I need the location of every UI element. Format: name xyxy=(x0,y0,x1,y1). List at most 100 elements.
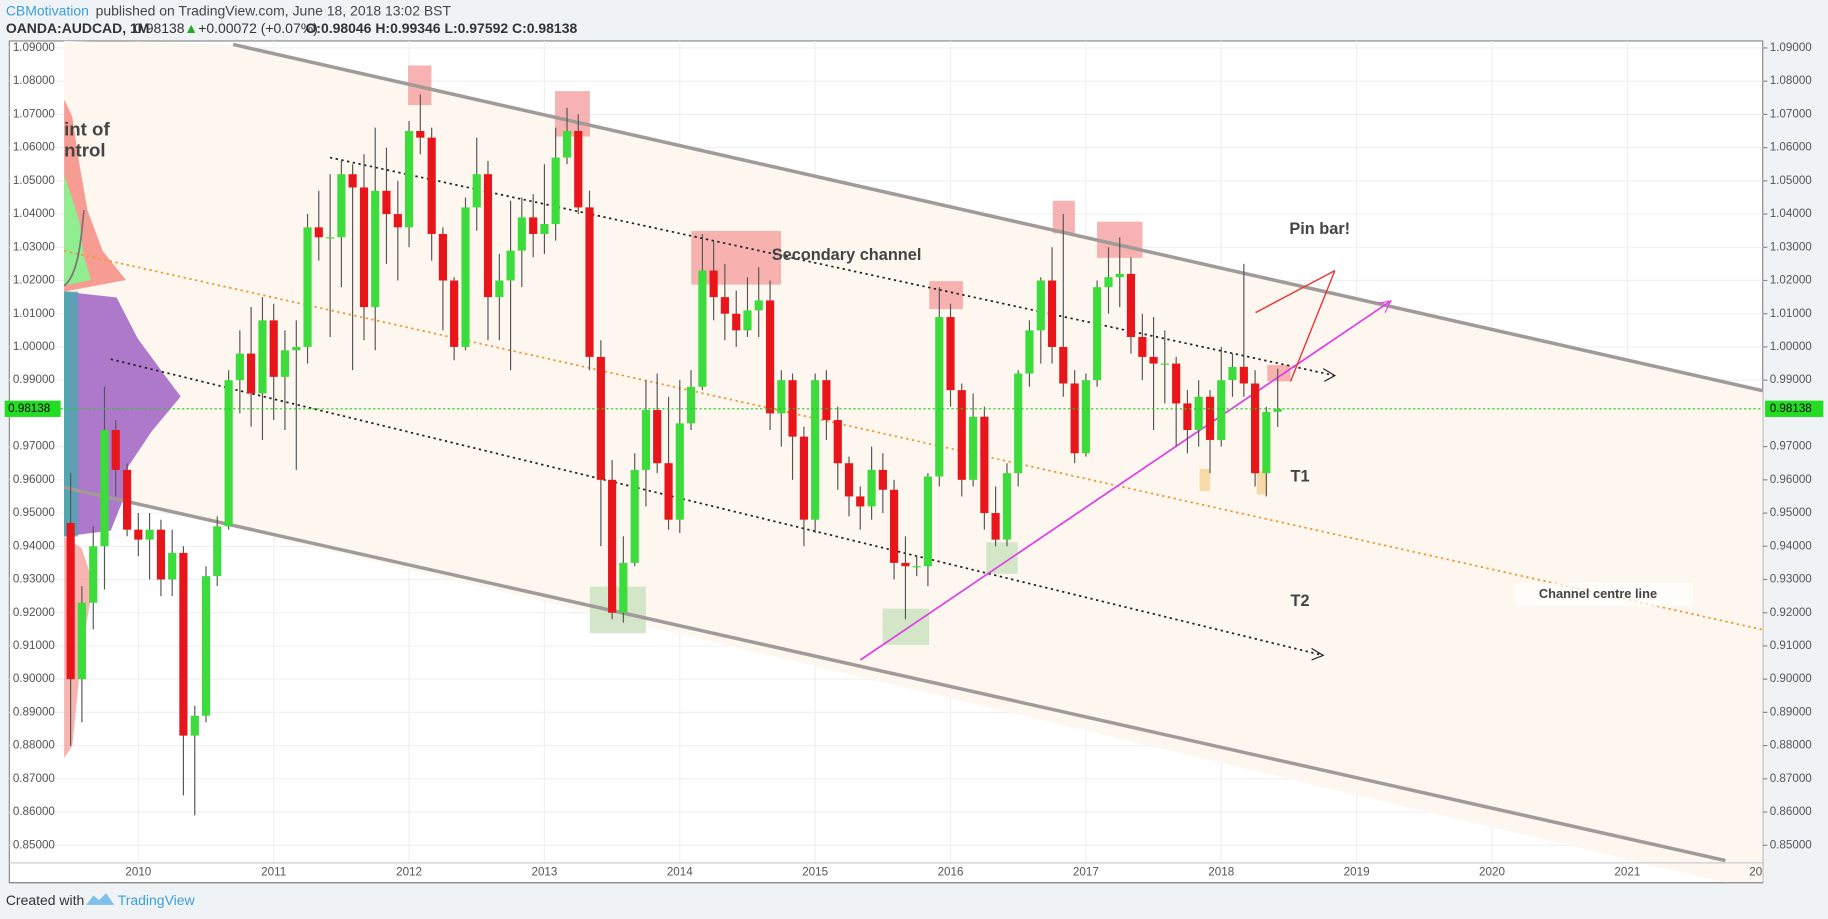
author[interactable]: CBMotivation xyxy=(6,3,89,19)
candle-body xyxy=(653,410,662,464)
y-tick-label-right: 1.04000 xyxy=(1770,207,1813,220)
annotation: Channel centre line xyxy=(1539,586,1657,601)
candle-body xyxy=(280,350,290,377)
candle-body xyxy=(754,300,763,311)
y-tick-label-right: 0.93000 xyxy=(1770,573,1813,586)
candle-body xyxy=(1273,408,1282,412)
candle-body xyxy=(382,190,391,215)
y-tick-label: 0.90000 xyxy=(13,672,56,685)
candle-body xyxy=(1138,336,1147,357)
x-tick-label: 2015 xyxy=(802,865,828,878)
candle-body xyxy=(1262,411,1271,474)
channel-upper xyxy=(232,42,1764,393)
resistance-zone xyxy=(554,91,590,137)
y-tick-label-right: 1.09000 xyxy=(1770,41,1813,54)
candle-body xyxy=(1014,373,1023,474)
axes: 0.85000 0.85000 0.86000 0.86000 0.87000 0.870… xyxy=(4,41,1824,884)
candle-body xyxy=(765,300,775,414)
trend-line xyxy=(859,300,1392,661)
candle-body xyxy=(359,187,369,308)
y-tick-label-right: 0.90000 xyxy=(1770,672,1813,685)
y-tick-label-right: 0.86000 xyxy=(1770,805,1813,818)
candle-body xyxy=(472,174,481,208)
x-tick-label: 2020 xyxy=(1479,865,1505,878)
candle-body xyxy=(156,529,166,580)
candle-body xyxy=(1070,383,1079,454)
y-tick-label: 0.99000 xyxy=(13,373,56,386)
candle-body xyxy=(619,562,628,613)
y-tick-label: 1.07000 xyxy=(13,107,56,120)
x-tick-label: 2012 xyxy=(396,865,422,878)
y-tick-label-right: 1.00000 xyxy=(1770,340,1813,353)
y-tick-label-right: 1.07000 xyxy=(1770,107,1813,120)
candle-body xyxy=(111,429,120,470)
y-tick-label-right: 0.88000 xyxy=(1770,739,1813,752)
candle-body xyxy=(743,310,752,331)
candle-body xyxy=(66,523,75,680)
candle-body xyxy=(100,429,109,547)
candle-body xyxy=(269,320,278,377)
candle-body xyxy=(179,552,188,736)
candle-body xyxy=(957,390,966,480)
candle-body xyxy=(427,137,436,234)
support-zone xyxy=(986,542,1018,574)
candle-body xyxy=(912,566,921,568)
y-tick-label: 1.01000 xyxy=(13,307,56,320)
candle-body xyxy=(371,190,380,308)
candle-body xyxy=(213,526,222,577)
candle-body xyxy=(303,227,312,347)
channel-lower xyxy=(63,485,1726,863)
candle-body xyxy=(1126,273,1136,337)
y-tick-label-right: 0.85000 xyxy=(1770,838,1813,851)
candle-body xyxy=(1025,330,1034,374)
annotation: int of xyxy=(64,119,110,140)
candle-body xyxy=(889,489,899,563)
candle-body xyxy=(1172,363,1181,404)
resistance-zone xyxy=(1267,365,1291,382)
candle-body xyxy=(145,529,154,540)
y-tick-label: 0.93000 xyxy=(13,573,56,586)
secondary-lower xyxy=(110,358,1324,657)
candle-body xyxy=(777,380,786,414)
candle-body xyxy=(1239,366,1248,384)
x-tick-label: 2016 xyxy=(938,865,964,878)
profile-lower xyxy=(64,291,181,537)
candle-body xyxy=(867,469,876,507)
candle-body xyxy=(991,513,1000,540)
label-box xyxy=(1515,583,1693,607)
candle-body xyxy=(1251,383,1260,474)
footer-brand[interactable]: TradingView xyxy=(118,892,196,908)
candle-body xyxy=(190,715,199,736)
candle-body xyxy=(348,174,357,188)
candle-body xyxy=(1081,380,1090,454)
channel-centre xyxy=(63,249,1763,631)
candle-body xyxy=(608,479,617,613)
candle-body xyxy=(1115,273,1124,278)
candle-body xyxy=(495,280,504,298)
y-tick-label-right: 0.92000 xyxy=(1770,606,1813,619)
candle-body xyxy=(698,270,707,387)
candle-body xyxy=(77,602,86,680)
candle-body xyxy=(450,280,459,347)
y-tick-label-right: 0.91000 xyxy=(1770,639,1813,652)
candle-body xyxy=(404,131,414,228)
candle-body xyxy=(709,270,718,298)
y-tick-label-right: 1.02000 xyxy=(1770,274,1813,287)
candle-body xyxy=(247,353,256,394)
candle-body xyxy=(506,250,515,281)
candle-body xyxy=(822,380,831,421)
y-tick-label: 1.05000 xyxy=(13,174,56,187)
candle-body xyxy=(235,353,244,381)
candle-body xyxy=(201,576,211,716)
candles xyxy=(66,94,1282,816)
last-price-label: 0.98138 xyxy=(1770,402,1812,415)
candle-body xyxy=(123,469,132,530)
last-price-tag xyxy=(4,400,61,417)
candle-body xyxy=(1194,396,1203,430)
y-tick-label-right: 0.99000 xyxy=(1770,373,1813,386)
candle-body xyxy=(856,496,865,507)
pointer xyxy=(1255,270,1336,314)
y-tick-label: 0.87000 xyxy=(13,772,56,785)
candle-body xyxy=(720,297,729,314)
x-tick-label: 2014 xyxy=(667,865,693,878)
